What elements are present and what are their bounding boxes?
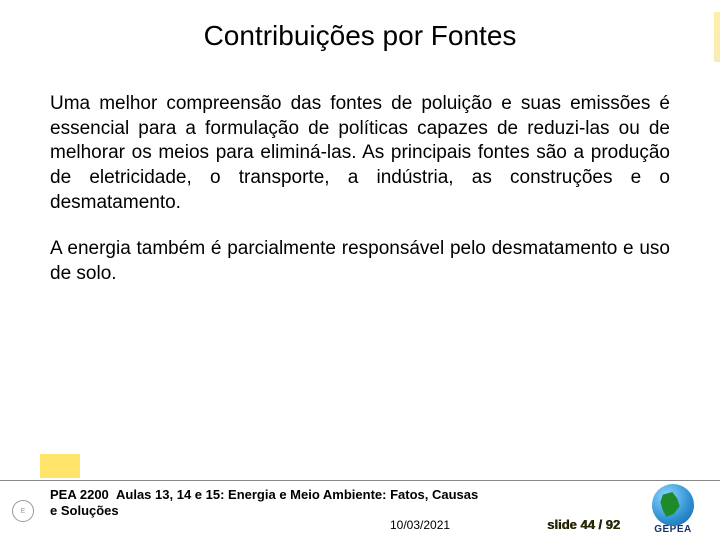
slide-counter: slide 44 / 92 <box>547 517 620 532</box>
course-code: PEA 2200 <box>50 487 109 502</box>
footer-date: 10/03/2021 <box>390 518 450 532</box>
footer-text: PEA 2200 Aulas 13, 14 e 15: Energia e Me… <box>50 487 710 520</box>
paragraph-1: Uma melhor compreensão das fontes de pol… <box>50 92 670 215</box>
globe-icon <box>652 484 694 526</box>
paragraph-2: A energia também é parcialmente responsá… <box>50 237 670 286</box>
decorative-right-edge <box>714 12 720 62</box>
slide: Contribuições por Fontes Uma melhor comp… <box>0 0 720 540</box>
gepea-logo: GEPEA <box>634 484 712 536</box>
institution-seal-icon: E <box>12 500 38 532</box>
slide-title: Contribuições por Fontes <box>50 20 670 52</box>
decorative-yellow-patch <box>40 454 80 478</box>
footer: E PEA 2200 Aulas 13, 14 e 15: Energia e … <box>0 480 720 540</box>
lecture-title: Aulas 13, 14 e 15: Energia e Meio Ambien… <box>116 487 478 502</box>
